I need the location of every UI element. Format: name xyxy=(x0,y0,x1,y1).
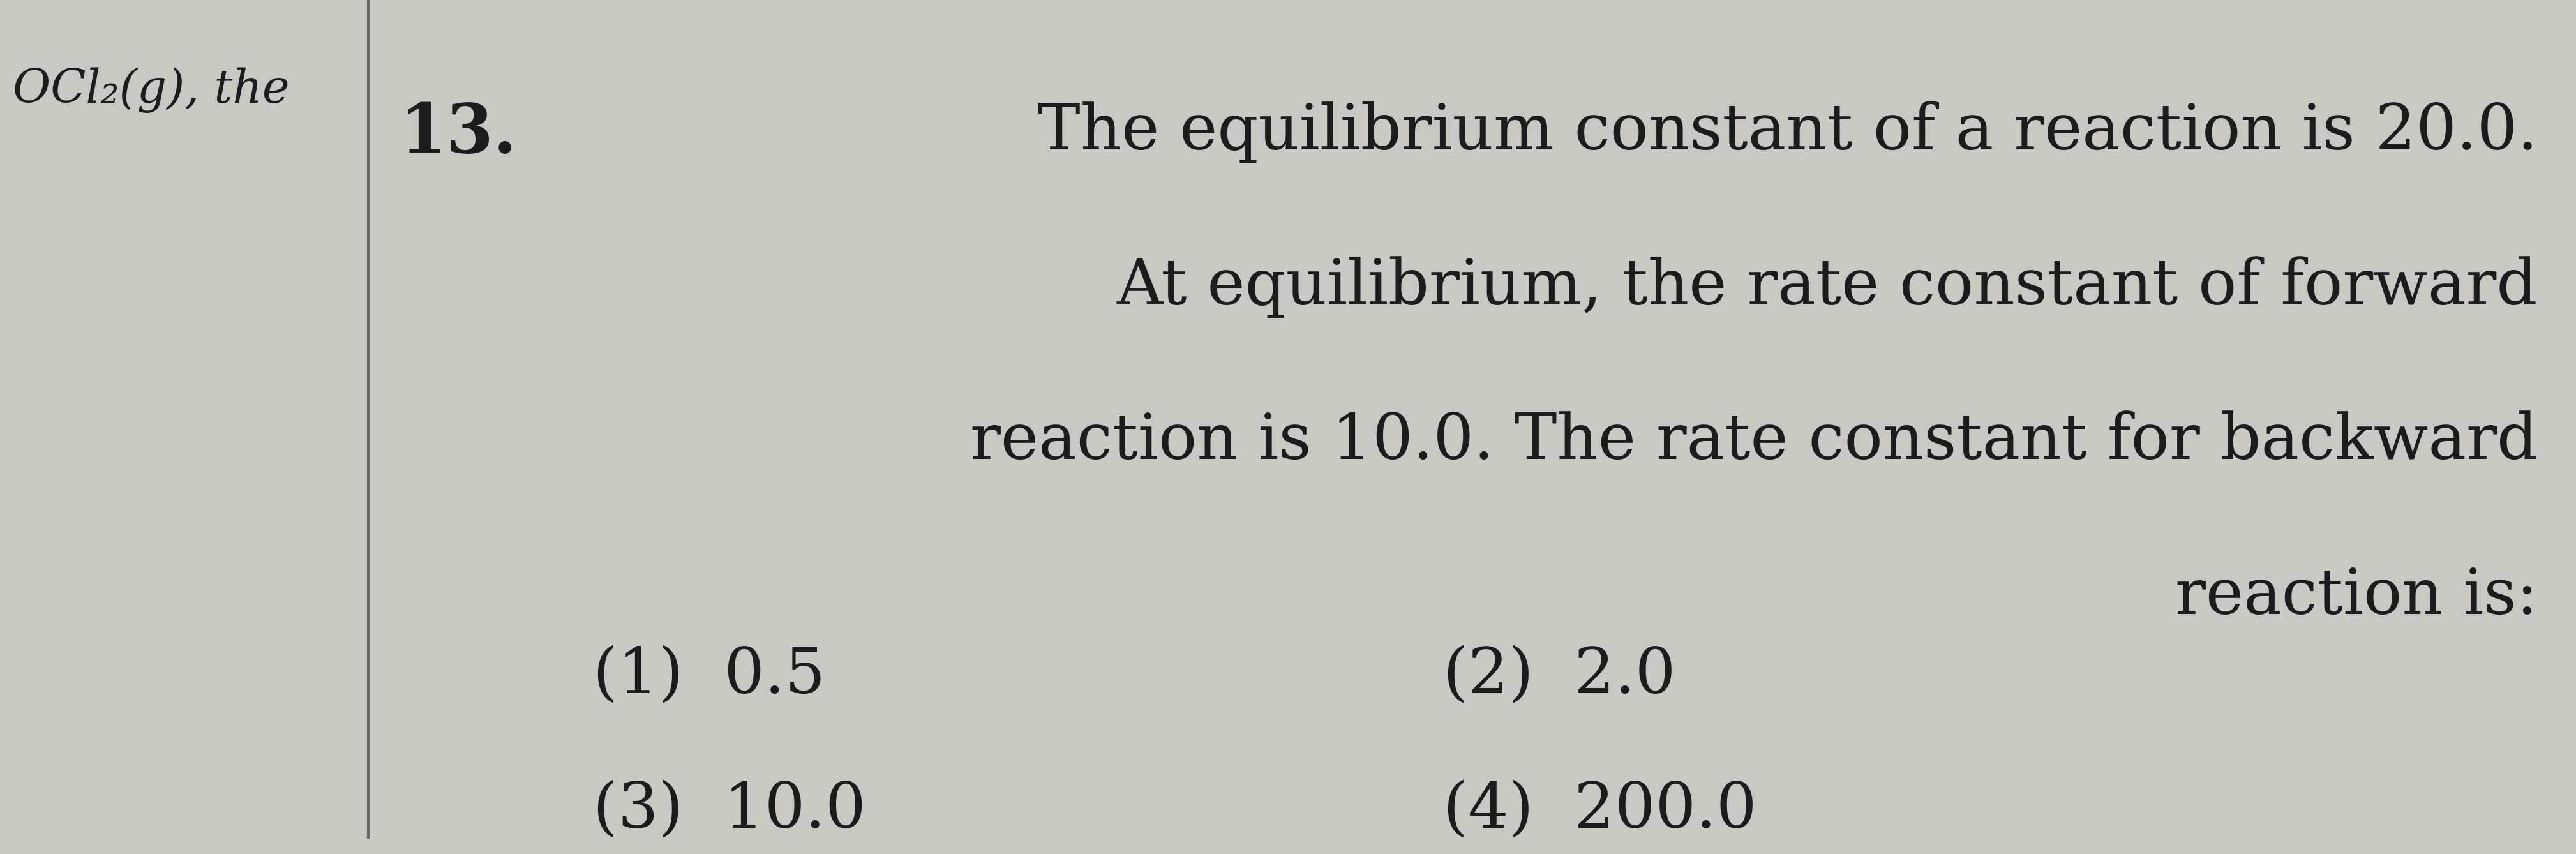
Text: 13.: 13. xyxy=(399,101,515,167)
Text: reaction is 10.0. The rate constant for backward: reaction is 10.0. The rate constant for … xyxy=(971,411,2537,472)
Text: At equilibrium, the rate constant of forward: At equilibrium, the rate constant of for… xyxy=(1118,256,2537,318)
Text: The equilibrium constant of a reaction is 20.0.: The equilibrium constant of a reaction i… xyxy=(1038,101,2537,162)
Text: (3)  10.0: (3) 10.0 xyxy=(592,781,866,841)
Text: OCl₂(g), the: OCl₂(g), the xyxy=(13,67,289,113)
Text: reaction is:: reaction is: xyxy=(2174,566,2537,628)
Text: (2)  2.0: (2) 2.0 xyxy=(1443,646,1674,707)
Text: (4)  200.0: (4) 200.0 xyxy=(1443,781,1757,841)
Text: (1)  0.5: (1) 0.5 xyxy=(592,646,824,707)
